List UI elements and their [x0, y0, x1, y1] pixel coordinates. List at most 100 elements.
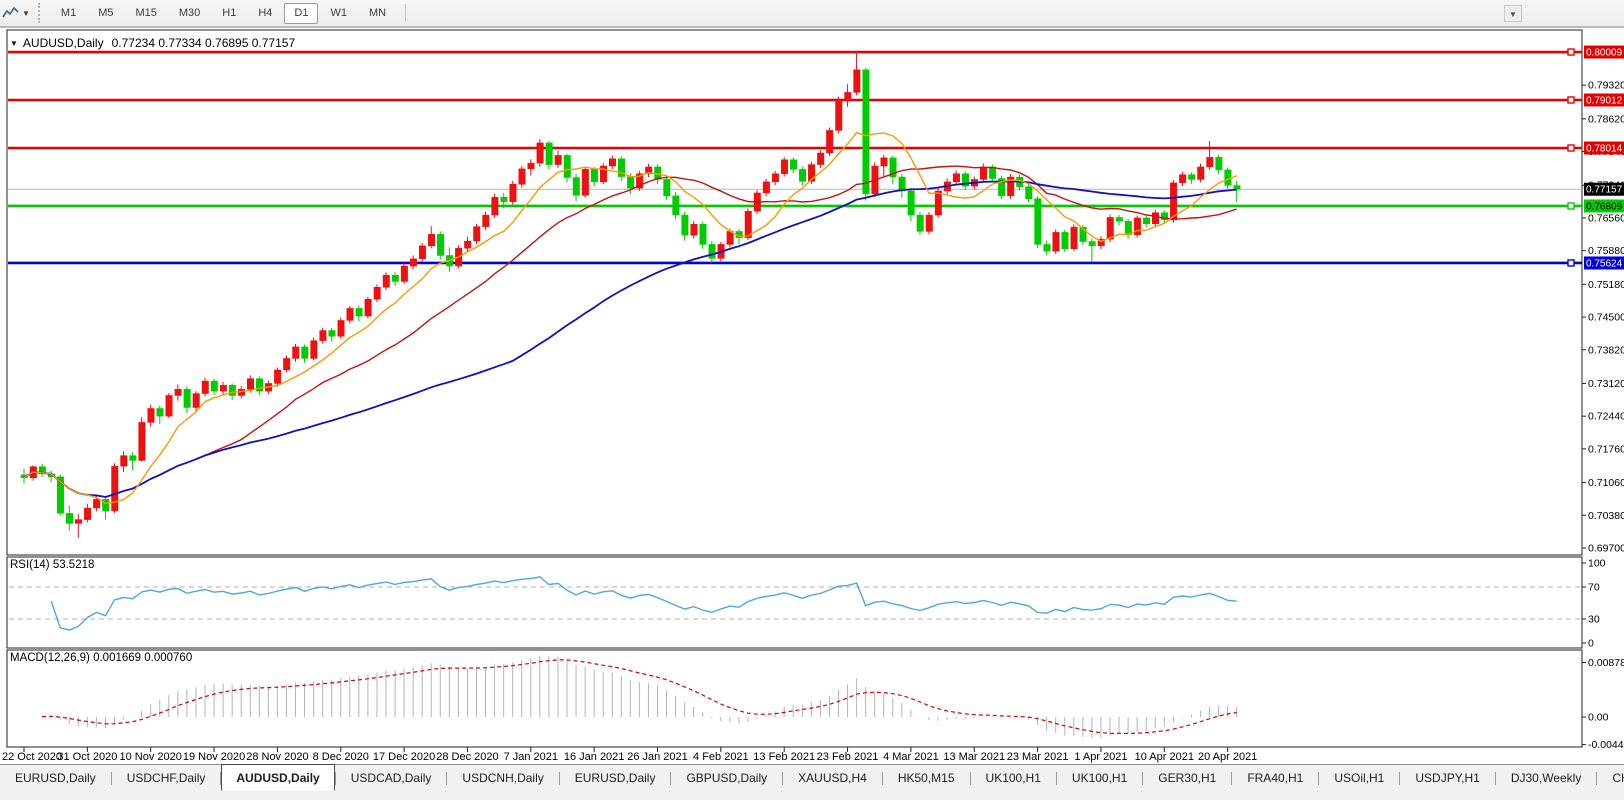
tab-separator [334, 771, 336, 785]
svg-text:4 Mar 2021: 4 Mar 2021 [883, 751, 939, 763]
svg-text:10 Apr 2021: 10 Apr 2021 [1135, 751, 1194, 763]
svg-text:70: 70 [1588, 582, 1600, 594]
tab-dj30-weekly-15[interactable]: DJ30,Weekly [1510, 771, 1582, 785]
svg-text:0.78014: 0.78014 [1586, 144, 1623, 155]
timeframe-button-m15[interactable]: M15 [135, 6, 157, 19]
tab-eurusd-daily-5[interactable]: EURUSD,Daily [574, 771, 656, 785]
level-badge-0.75624 [1584, 256, 1624, 270]
macd-signal-line [42, 659, 1237, 735]
svg-text:8 Dec 2020: 8 Dec 2020 [313, 751, 369, 763]
current-price-badge [1584, 182, 1624, 196]
tab-separator [558, 771, 560, 785]
rsi-layer: 100 70 30 0 [9, 558, 1606, 650]
charts-toolbar-icon[interactable]: ▼ [0, 2, 36, 24]
svg-text:0.70380: 0.70380 [1588, 510, 1624, 522]
toolbar-separator [405, 4, 407, 22]
svg-text:4 Feb 2021: 4 Feb 2021 [693, 751, 749, 763]
tab-eurusd-daily-0[interactable]: EURUSD,Daily [15, 771, 96, 785]
level-badge-0.76809 [1584, 199, 1624, 213]
chart-tab-bar: EURUSD,Daily USDCHF,Daily AUDUSD,Daily USDC… [0, 764, 1624, 791]
chart-title: ▼ AUDUSD,Daily 0.77234 0.77334 0.76895 0.7… [10, 36, 295, 50]
timeframe-button-w1[interactable]: W1 [330, 6, 347, 19]
svg-text:13 Feb 2021: 13 Feb 2021 [753, 751, 815, 763]
svg-text:0.80009: 0.80009 [1586, 48, 1623, 59]
svg-text:0.008782: 0.008782 [1588, 657, 1624, 669]
chart-collapse-icon[interactable]: ▼ [10, 39, 18, 48]
status-strip [0, 791, 1624, 800]
line-chart-icon [2, 6, 19, 18]
svg-text:28 Dec 2020: 28 Dec 2020 [436, 751, 498, 763]
svg-text:-0.004451: -0.004451 [1588, 739, 1624, 751]
level-handle-0.80009[interactable] [1567, 48, 1575, 56]
svg-text:0.78620: 0.78620 [1588, 113, 1624, 125]
macd-pane [6, 649, 1583, 748]
tab-uk100-h1-9[interactable]: UK100,H1 [985, 771, 1041, 785]
toolbar-overflow-button[interactable]: ▼ [1504, 5, 1522, 22]
tab-usdjpy-h1-14[interactable]: USDJPY,H1 [1415, 771, 1480, 785]
tab-hk50-m15-8[interactable]: HK50,M15 [897, 771, 955, 785]
rsi-indicator-label: RSI(14) 53.5218 [10, 559, 95, 571]
svg-text:17 Dec 2020: 17 Dec 2020 [373, 751, 435, 763]
level-handle-0.75624[interactable] [1567, 259, 1575, 267]
timeframe-button-d1[interactable]: D1 [284, 2, 319, 24]
timeframe-button-h1[interactable]: H1 [222, 6, 237, 19]
svg-text:0.74500: 0.74500 [1588, 312, 1624, 324]
tab-usoil-h1-13[interactable]: USOil,H1 [1334, 771, 1385, 785]
svg-text:0: 0 [1588, 638, 1594, 650]
tab-gbpusd-daily-6[interactable]: GBPUSD,Daily [686, 771, 768, 785]
tab-separator [1494, 771, 1496, 785]
svg-text:28 Nov 2020: 28 Nov 2020 [246, 751, 308, 763]
chevron-down-icon: ▼ [22, 8, 30, 18]
svg-text:0.71060: 0.71060 [1588, 477, 1624, 489]
ma-21-line [23, 165, 1237, 498]
tab-usdchf-daily-1[interactable]: USDCHF,Daily [126, 771, 206, 785]
tab-audusd-daily-2[interactable]: AUDUSD,Daily [221, 764, 335, 791]
level-badge-0.80009 [1584, 45, 1624, 59]
tab-xauusd-h4-7[interactable]: XAUUSD,H4 [798, 771, 867, 785]
timeframe-button-m30[interactable]: M30 [178, 6, 201, 19]
level-handle-0.78014[interactable] [1567, 144, 1575, 152]
tab-usdcad-daily-3[interactable]: USDCAD,Daily [350, 771, 432, 785]
svg-text:0.76560: 0.76560 [1588, 212, 1624, 224]
level-badge-0.79012 [1584, 93, 1624, 107]
tab-separator [1055, 771, 1057, 785]
horizontal-level-lines[interactable] [8, 50, 1582, 265]
tab-fra40-h1-12[interactable]: FRA40,H1 [1247, 771, 1304, 785]
tab-china300-h1-16[interactable]: CHINA300,H1 [1612, 771, 1624, 785]
level-handle-0.79012[interactable] [1567, 96, 1575, 104]
tab-separator [1231, 771, 1233, 785]
level-badge-0.78014 [1584, 141, 1624, 155]
chart-tabs: EURUSD,Daily USDCHF,Daily AUDUSD,Daily USDC… [0, 764, 1624, 791]
tab-separator [110, 771, 112, 785]
svg-text:16 Jan 2021: 16 Jan 2021 [564, 751, 625, 763]
svg-text:0.79320: 0.79320 [1588, 80, 1624, 92]
svg-text:7 Jan 2021: 7 Jan 2021 [504, 751, 558, 763]
svg-text:26 Jan 2021: 26 Jan 2021 [627, 751, 688, 763]
svg-text:22 Oct 2020: 22 Oct 2020 [2, 751, 62, 763]
tab-uk100-h1-10[interactable]: UK100,H1 [1071, 771, 1128, 785]
toolbar-grip[interactable] [37, 3, 42, 23]
svg-text:1 Apr 2021: 1 Apr 2021 [1074, 751, 1127, 763]
ma-55-line [23, 180, 1237, 498]
svg-text:0.75624: 0.75624 [1586, 258, 1623, 269]
timeframe-button-m1[interactable]: M1 [60, 6, 77, 19]
tab-usdcnh-daily-4[interactable]: USDCNH,Daily [462, 771, 544, 785]
chart-canvas: 0.793200.786200.779400.772400.765600.758… [0, 28, 1624, 764]
svg-text:0.76809: 0.76809 [1586, 201, 1623, 212]
level-handle-0.76809[interactable] [1567, 202, 1575, 210]
level-handles[interactable] [1567, 48, 1575, 267]
timeframe-button-h4[interactable]: H4 [258, 6, 273, 19]
svg-text:0.72440: 0.72440 [1588, 411, 1624, 423]
timeframe-button-mn[interactable]: MN [368, 6, 387, 19]
svg-text:23 Mar 2021: 23 Mar 2021 [1007, 751, 1069, 763]
timeframe-button-m5[interactable]: M5 [98, 6, 114, 19]
price-axis-badges: 0.80009 0.79012 0.78014 0.76809 0.75624 0.771… [1584, 45, 1624, 270]
tab-ger30-h1-11[interactable]: GER30,H1 [1158, 771, 1217, 785]
svg-text:23 Feb 2021: 23 Feb 2021 [817, 751, 879, 763]
svg-text:0.75180: 0.75180 [1588, 279, 1624, 291]
svg-text:13 Mar 2021: 13 Mar 2021 [943, 751, 1005, 763]
tab-separator [670, 771, 672, 785]
svg-text:20 Apr 2021: 20 Apr 2021 [1198, 751, 1257, 763]
